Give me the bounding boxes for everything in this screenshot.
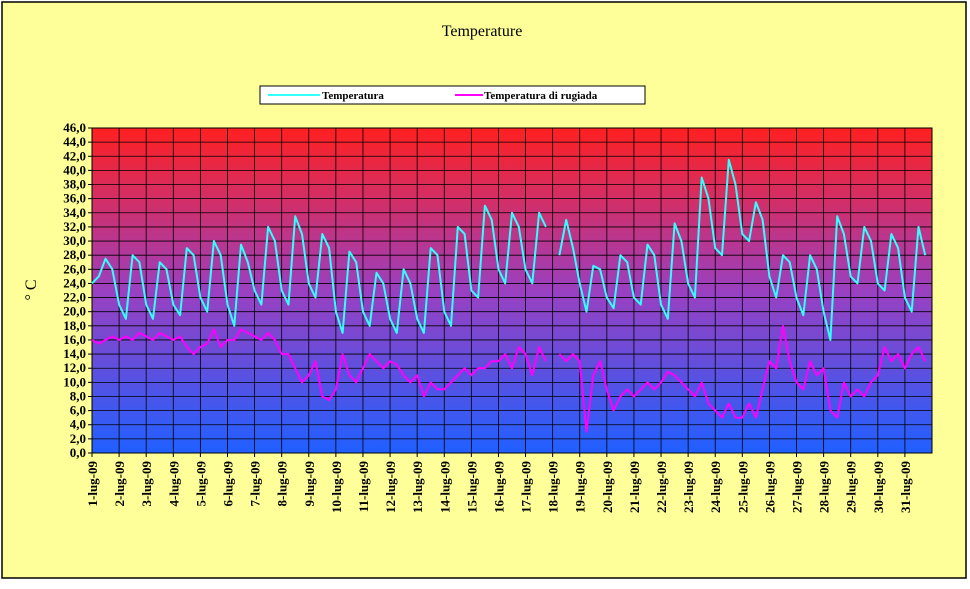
x-tick-label: 19-lug-09 xyxy=(573,461,588,514)
x-tick-label: 22-lug-09 xyxy=(654,461,669,514)
y-tick-label: 38,0 xyxy=(63,177,86,192)
x-tick-label: 13-lug-09 xyxy=(410,461,425,514)
x-tick-label: 31-lug-09 xyxy=(898,461,913,514)
series-line xyxy=(91,324,927,433)
y-tick-label: 46,0 xyxy=(63,120,86,135)
y-tick-label: 10,0 xyxy=(63,374,86,389)
y-tick-label: 16,0 xyxy=(63,332,86,347)
x-tick-label: 16-lug-09 xyxy=(491,461,506,514)
x-tick-label: 28-lug-09 xyxy=(817,461,832,514)
x-tick-label: 29-lug-09 xyxy=(844,461,859,514)
legend xyxy=(259,85,646,105)
x-tick-label: 2-lug-09 xyxy=(112,461,127,507)
y-tick-label: 6,0 xyxy=(70,403,86,418)
y-tick-label: 2,0 xyxy=(70,431,86,446)
x-tick-label: 24-lug-09 xyxy=(708,461,723,514)
y-tick-label: 30,0 xyxy=(63,233,86,248)
y-tick-label: 34,0 xyxy=(63,205,86,220)
y-tick-label: 40,0 xyxy=(63,162,86,177)
plot-area xyxy=(92,128,932,453)
x-tick-label: 1-lug-09 xyxy=(85,461,100,507)
y-tick-label: 24,0 xyxy=(63,275,86,290)
y-tick-label: 8,0 xyxy=(70,388,86,403)
y-axis-label: ° C xyxy=(23,279,40,300)
y-tick-label: 12,0 xyxy=(63,360,86,375)
y-tick-label: 32,0 xyxy=(63,219,86,234)
x-tick-label: 11-lug-09 xyxy=(356,461,371,513)
legend-label: Temperatura xyxy=(322,90,384,102)
x-tick-label: 23-lug-09 xyxy=(681,461,696,514)
plot-border xyxy=(91,127,933,454)
y-tick-label: 20,0 xyxy=(63,304,86,319)
x-tick-label: 9-lug-09 xyxy=(302,461,317,507)
x-tick-label: 10-lug-09 xyxy=(329,461,344,514)
series-line xyxy=(91,158,927,341)
x-tick-label: 26-lug-09 xyxy=(762,461,777,514)
y-tick-label: 4,0 xyxy=(70,417,86,432)
x-tick-label: 30-lug-09 xyxy=(871,461,886,514)
y-tick-label: 44,0 xyxy=(63,134,86,149)
x-tick-label: 12-lug-09 xyxy=(383,461,398,514)
x-tick-label: 17-lug-09 xyxy=(519,461,534,514)
y-tick-label: 26,0 xyxy=(63,261,86,276)
y-tick-label: 18,0 xyxy=(63,318,86,333)
x-tick-label: 20-lug-09 xyxy=(600,461,615,514)
y-tick-label: 28,0 xyxy=(63,247,86,262)
x-tick-label: 6-lug-09 xyxy=(220,461,235,507)
x-tick-label: 25-lug-09 xyxy=(735,461,750,514)
chart-title: Temperature xyxy=(442,23,523,40)
x-tick-label: 27-lug-09 xyxy=(790,461,805,514)
y-tick-label: 14,0 xyxy=(63,346,86,361)
legend-label: Temperatura di rugiada xyxy=(484,90,598,102)
y-tick-label: 22,0 xyxy=(63,290,86,305)
x-tick-label: 15-lug-09 xyxy=(464,461,479,514)
x-tick-label: 18-lug-09 xyxy=(546,461,561,514)
x-tick-label: 7-lug-09 xyxy=(248,461,263,507)
y-tick-label: 0,0 xyxy=(70,445,86,460)
y-tick-label: 42,0 xyxy=(63,148,86,163)
x-tick-label: 4-lug-09 xyxy=(166,461,181,507)
x-tick-label: 5-lug-09 xyxy=(193,461,208,507)
x-tick-label: 3-lug-09 xyxy=(139,461,154,507)
x-tick-label: 21-lug-09 xyxy=(627,461,642,514)
x-tick-label: 8-lug-09 xyxy=(275,461,290,507)
x-tick-label: 14-lug-09 xyxy=(437,461,452,514)
y-tick-label: 36,0 xyxy=(63,191,86,206)
